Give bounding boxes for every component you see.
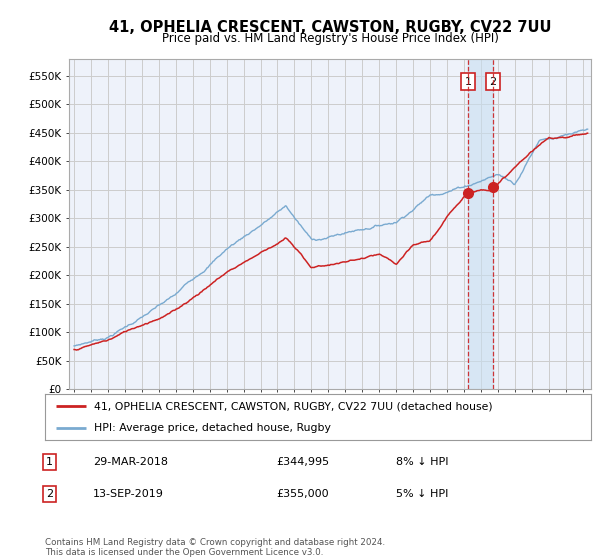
Text: 41, OPHELIA CRESCENT, CAWSTON, RUGBY, CV22 7UU (detached house): 41, OPHELIA CRESCENT, CAWSTON, RUGBY, CV… <box>94 401 493 411</box>
Text: 5% ↓ HPI: 5% ↓ HPI <box>396 489 448 499</box>
Text: HPI: Average price, detached house, Rugby: HPI: Average price, detached house, Rugb… <box>94 423 331 433</box>
Bar <box>468 59 493 389</box>
Text: 41, OPHELIA CRESCENT, CAWSTON, RUGBY, CV22 7UU: 41, OPHELIA CRESCENT, CAWSTON, RUGBY, CV… <box>109 20 551 35</box>
Text: 2: 2 <box>490 77 496 87</box>
Text: 13-SEP-2019: 13-SEP-2019 <box>93 489 164 499</box>
Text: 29-MAR-2018: 29-MAR-2018 <box>93 457 168 467</box>
Text: Price paid vs. HM Land Registry's House Price Index (HPI): Price paid vs. HM Land Registry's House … <box>161 32 499 45</box>
Text: 2: 2 <box>46 489 53 499</box>
Text: 8% ↓ HPI: 8% ↓ HPI <box>396 457 449 467</box>
Text: 1: 1 <box>46 457 53 467</box>
Text: £344,995: £344,995 <box>276 457 329 467</box>
Text: Contains HM Land Registry data © Crown copyright and database right 2024.
This d: Contains HM Land Registry data © Crown c… <box>45 538 385 557</box>
Text: 1: 1 <box>464 77 472 87</box>
Text: £355,000: £355,000 <box>276 489 329 499</box>
